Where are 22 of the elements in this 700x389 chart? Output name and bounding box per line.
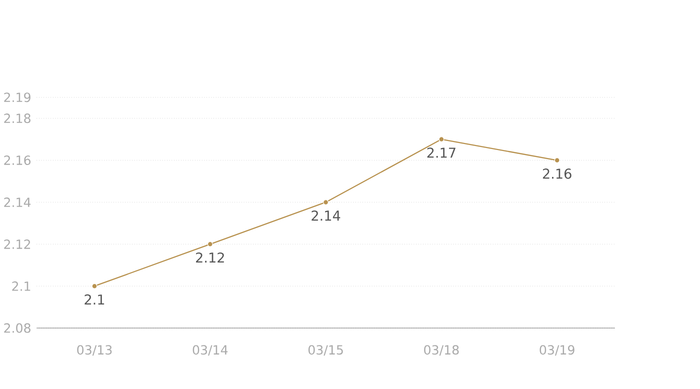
y-tick-label: 2.12	[4, 239, 30, 249]
y-tick-label: 2.08	[4, 323, 30, 333]
data-label: 2.16	[542, 168, 572, 179]
point	[554, 157, 560, 163]
x-tick-label: 03/18	[424, 344, 459, 356]
x-tick-label: 03/14	[192, 344, 228, 356]
point	[92, 283, 98, 289]
y-tick-label: 2.19	[4, 92, 30, 102]
data-label: 2.12	[196, 252, 224, 262]
data-label: 2.14	[312, 210, 340, 220]
x-tick-label: 03/15	[308, 344, 343, 356]
y-tick-label: 2.1	[12, 281, 30, 291]
point	[323, 199, 329, 205]
x-tick-label: 03/13	[77, 344, 112, 356]
data-label: 2.1	[84, 294, 104, 304]
data-label: 2.17	[427, 147, 456, 158]
point	[438, 136, 444, 142]
point	[207, 241, 213, 247]
y-tick-label: 2.18	[4, 113, 30, 123]
y-tick-label: 2.14	[4, 197, 31, 207]
y-tick-label: 2.16	[4, 155, 31, 165]
x-tick-label: 03/19	[540, 344, 574, 356]
